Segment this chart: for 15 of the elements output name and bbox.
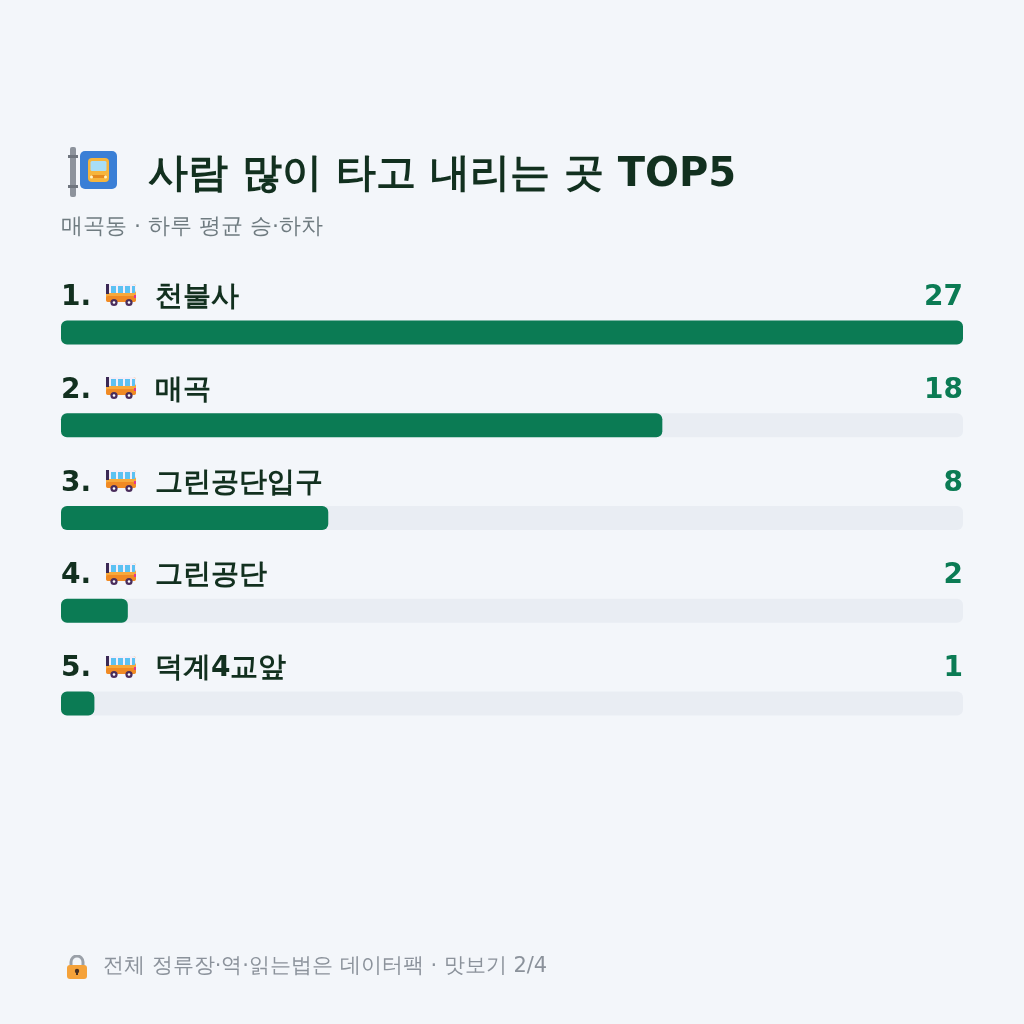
chart-title: 사람 많이 타고 내리는 곳 TOP5 [148,149,737,195]
data-label: 2 [943,557,963,591]
data-label: 1 [943,650,963,684]
category-label: 5. 덕계4교앞 [61,650,287,684]
bar [61,598,128,623]
data-label: 18 [924,371,963,405]
data-label: 27 [924,278,963,312]
category-label: 4. 그린공단 [61,557,267,591]
data-label: 8 [943,464,963,498]
category-label: 1. 천불사 [61,278,239,312]
text: 전체 정류장·역·읽는법은 데이터팩 · 맛보기 2/4 [103,952,548,977]
chart-subtitle: 매곡동 · 하루 평균 승·하차 [61,212,323,238]
bar [61,691,95,716]
category-label: 3. 그린공단입구 [61,464,323,498]
category-label: 2. 매곡 [61,371,211,405]
